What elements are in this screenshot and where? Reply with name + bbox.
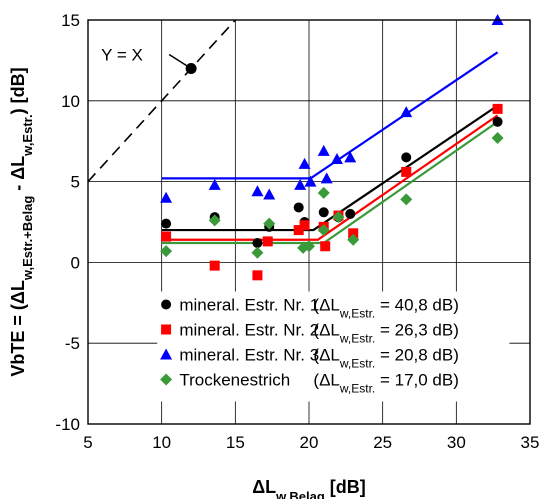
data-point	[304, 175, 317, 187]
x-tick-label: 30	[447, 433, 466, 452]
data-point	[161, 231, 172, 242]
data-point	[320, 241, 331, 252]
fit-line	[161, 104, 499, 232]
data-point	[160, 245, 173, 258]
data-point	[262, 236, 273, 247]
data-point	[320, 172, 333, 184]
legend-info: (ΔLw,Estr. = 40,8 dB)	[313, 295, 458, 320]
x-axis-label: ΔLw,Belag [dB]	[252, 477, 366, 499]
data-point	[263, 188, 276, 200]
x-tick-label: 15	[226, 433, 245, 452]
legend-marker	[161, 324, 172, 335]
data-point	[293, 202, 304, 213]
data-point	[252, 238, 263, 249]
x-tick-label: 20	[300, 433, 319, 452]
data-point	[348, 228, 359, 239]
data-point	[293, 225, 304, 236]
data-point	[208, 214, 221, 227]
reference-line-label: Y = X	[101, 45, 143, 64]
y-tick-label: 0	[71, 253, 80, 272]
legend-label: Trockenestrich	[179, 370, 290, 389]
reference-line-group	[88, 20, 236, 183]
reference-line-marker	[185, 62, 197, 74]
data-point	[492, 116, 503, 127]
data-point	[298, 157, 311, 169]
plot-frame	[87, 19, 531, 425]
data-point	[251, 185, 264, 197]
data-point	[263, 217, 276, 230]
data-point	[401, 166, 412, 177]
data-point	[401, 152, 412, 163]
x-tick-label: 35	[521, 433, 540, 452]
legend-label: mineral. Estr. Nr. 1	[179, 295, 319, 314]
legend-info: (ΔLw,Estr. = 17,0 dB)	[313, 370, 458, 395]
data-point	[400, 193, 413, 206]
x-tick-label: 10	[152, 433, 171, 452]
y-tick-label: 10	[61, 92, 80, 111]
data-point	[332, 211, 345, 224]
data-point	[160, 191, 173, 203]
legend-marker	[160, 373, 173, 386]
fit-line	[161, 114, 499, 241]
data-point	[317, 186, 330, 199]
reference-line	[88, 20, 236, 183]
data-point	[345, 208, 356, 219]
data-points	[160, 14, 504, 281]
legend-marker	[161, 299, 172, 310]
data-point	[252, 270, 263, 281]
x-tick-label: 5	[83, 433, 92, 452]
data-point	[303, 240, 315, 253]
y-tick-label: -5	[65, 334, 80, 353]
legend-info: (ΔLw,Estr. = 20,8 dB)	[313, 345, 458, 370]
legend-marker	[160, 348, 173, 360]
y-tick-label: 5	[71, 173, 80, 192]
data-point	[294, 178, 307, 190]
data-point	[318, 207, 329, 218]
data-point	[492, 103, 503, 114]
data-point	[208, 178, 221, 190]
legend-label: mineral. Estr. Nr. 2	[179, 320, 319, 339]
data-point	[251, 246, 264, 259]
data-point	[299, 220, 310, 231]
legend-label: mineral. Estr. Nr. 3	[179, 345, 319, 364]
data-point	[344, 151, 357, 163]
legend-info: (ΔLw,Estr. = 26,3 dB)	[313, 320, 458, 345]
tick-labels: 5 10 15 20 25 30 35 -10 -5 0 5 10 15	[55, 11, 539, 452]
data-point	[491, 131, 504, 144]
y-tick-label: 15	[61, 11, 80, 30]
y-axis-label: VbTE = (ΔLw,Estr.+Belag - ΔLw,Estr.) [dB…	[8, 67, 35, 376]
fit-line	[161, 51, 499, 180]
data-point	[347, 233, 360, 246]
data-point	[400, 106, 413, 118]
data-point	[317, 144, 330, 156]
y-tick-label: -10	[55, 415, 80, 434]
data-point	[209, 260, 220, 271]
data-point	[317, 224, 330, 237]
data-point	[330, 152, 343, 164]
legend: mineral. Estr. Nr. 1(ΔLw,Estr. = 40,8 dB…	[157, 291, 510, 402]
data-point	[161, 218, 172, 229]
legend-background	[157, 291, 510, 402]
x-tick-label: 25	[373, 433, 392, 452]
